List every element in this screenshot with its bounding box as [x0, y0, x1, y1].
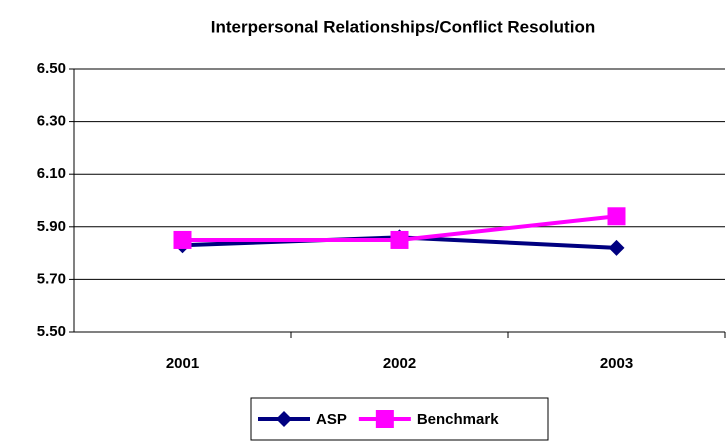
- legend-label: ASP: [316, 411, 347, 428]
- point: [608, 239, 625, 256]
- legend: ASP Benchmark: [250, 397, 549, 441]
- x-tick-label: 2002: [383, 355, 416, 372]
- point: [607, 207, 626, 226]
- legend-label: Benchmark: [417, 411, 499, 428]
- x-tick-label: 2003: [600, 355, 633, 372]
- point: [173, 230, 192, 249]
- y-tick-label: 6.30: [37, 113, 66, 130]
- y-tick-label: 5.50: [37, 323, 66, 340]
- y-tick-label: 5.90: [37, 218, 66, 235]
- point: [390, 230, 409, 249]
- y-tick-label: 6.50: [37, 60, 66, 77]
- legend-marker: [375, 410, 394, 428]
- y-tick-label: 6.10: [37, 165, 66, 182]
- x-tick-label: 2001: [166, 355, 199, 372]
- chart-title: Interpersonal Relationships/Conflict Res…: [211, 17, 595, 36]
- legend-marker: [276, 411, 292, 427]
- y-tick-label: 5.70: [37, 270, 66, 287]
